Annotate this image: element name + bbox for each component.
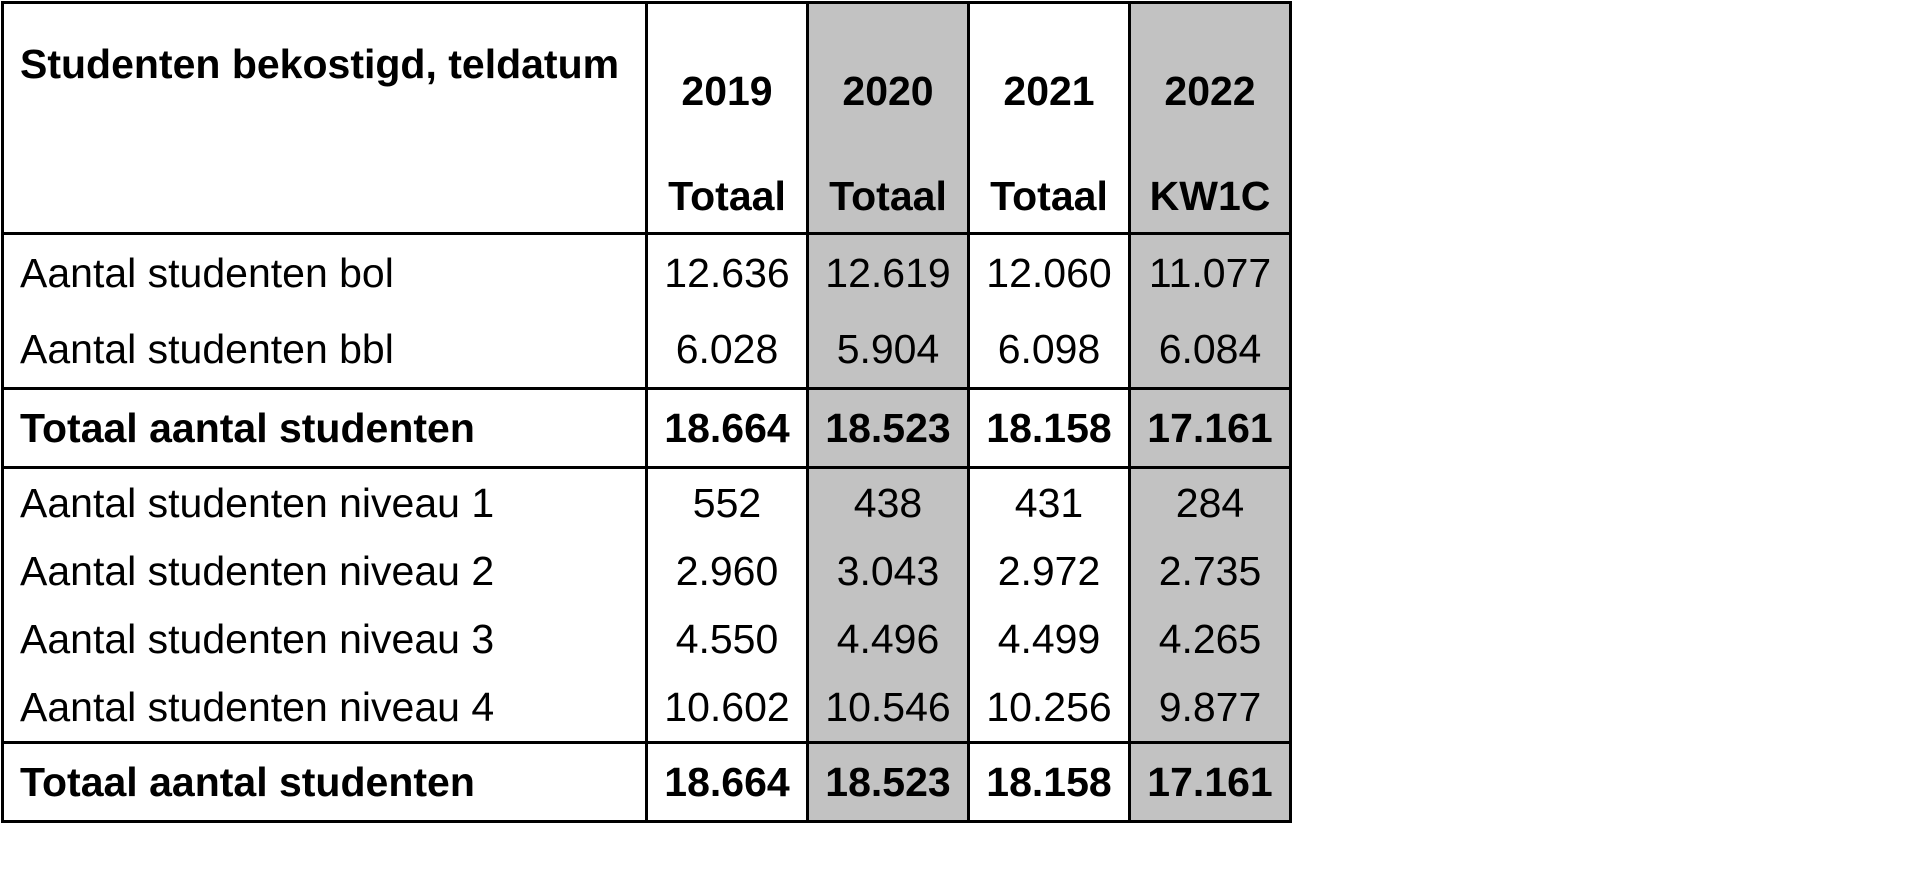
subheader-2019: Totaal <box>645 160 809 234</box>
header-subheader-row: Totaal Totaal Totaal KW1C <box>3 160 1292 234</box>
total-2022: 17.161 <box>1128 741 1292 823</box>
total-2021: 18.158 <box>967 741 1131 823</box>
table-row: Aantal studenten bbl 6.028 5.904 6.098 6… <box>1 311 1292 389</box>
table-row: Aantal studenten niveau 1 552 438 431 28… <box>1 467 1292 537</box>
total-2019: 18.664 <box>645 387 809 469</box>
cell-2019: 10.602 <box>645 673 809 743</box>
cell-2020: 5.904 <box>806 311 970 389</box>
cell-2022: 4.265 <box>1128 605 1292 673</box>
row-label: Aantal studenten niveau 3 <box>1 605 648 673</box>
year-header-2020: 2020 <box>806 1 970 160</box>
table-title: Studenten bekostigd, teldatum <box>1 1 648 234</box>
total-row: Totaal aantal studenten 18.664 18.523 18… <box>1 741 1292 823</box>
cell-2019: 552 <box>645 467 809 537</box>
cell-2019: 12.636 <box>645 232 809 311</box>
cell-2019: 2.960 <box>645 537 809 605</box>
table-row: Aantal studenten niveau 2 2.960 3.043 2.… <box>1 537 1292 605</box>
total-row: Totaal aantal studenten 18.664 18.523 18… <box>1 387 1292 469</box>
row-label: Aantal studenten bbl <box>1 311 648 389</box>
table-row: Aantal studenten niveau 3 4.550 4.496 4.… <box>1 605 1292 673</box>
student-count-table: Studenten bekostigd, teldatum 2019 2020 … <box>1 1 1292 823</box>
cell-2022: 9.877 <box>1128 673 1292 743</box>
cell-2022: 2.735 <box>1128 537 1292 605</box>
cell-2022: 11.077 <box>1128 232 1292 311</box>
year-header-2022: 2022 <box>1128 1 1292 160</box>
total-2022: 17.161 <box>1128 387 1292 469</box>
row-label: Aantal studenten bol <box>1 232 648 311</box>
subheader-2022: KW1C <box>1128 160 1292 234</box>
row-label: Aantal studenten niveau 2 <box>1 537 648 605</box>
cell-2020: 10.546 <box>806 673 970 743</box>
total-2019: 18.664 <box>645 741 809 823</box>
total-label: Totaal aantal studenten <box>1 741 648 823</box>
cell-2022: 6.084 <box>1128 311 1292 389</box>
cell-2021: 6.098 <box>967 311 1131 389</box>
table-row: Aantal studenten niveau 4 10.602 10.546 … <box>1 673 1292 743</box>
cell-2021: 12.060 <box>967 232 1131 311</box>
total-2020: 18.523 <box>806 741 970 823</box>
cell-2021: 2.972 <box>967 537 1131 605</box>
cell-2020: 4.496 <box>806 605 970 673</box>
year-header-2021: 2021 <box>967 1 1131 160</box>
total-2021: 18.158 <box>967 387 1131 469</box>
row-label: Aantal studenten niveau 4 <box>1 673 648 743</box>
cell-2020: 438 <box>806 467 970 537</box>
row-label: Aantal studenten niveau 1 <box>1 467 648 537</box>
cell-2021: 4.499 <box>967 605 1131 673</box>
header-year-row: Studenten bekostigd, teldatum 2019 2020 … <box>1 1 1292 234</box>
subheader-2021: Totaal <box>967 160 1131 234</box>
cell-2019: 6.028 <box>645 311 809 389</box>
cell-2020: 12.619 <box>806 232 970 311</box>
subheader-2020: Totaal <box>806 160 970 234</box>
total-label: Totaal aantal studenten <box>1 387 648 469</box>
cell-2022: 284 <box>1128 467 1292 537</box>
cell-2021: 10.256 <box>967 673 1131 743</box>
table-row: Aantal studenten bol 12.636 12.619 12.06… <box>1 232 1292 311</box>
cell-2021: 431 <box>967 467 1131 537</box>
total-2020: 18.523 <box>806 387 970 469</box>
year-header-2019: 2019 <box>645 1 809 160</box>
cell-2019: 4.550 <box>645 605 809 673</box>
cell-2020: 3.043 <box>806 537 970 605</box>
